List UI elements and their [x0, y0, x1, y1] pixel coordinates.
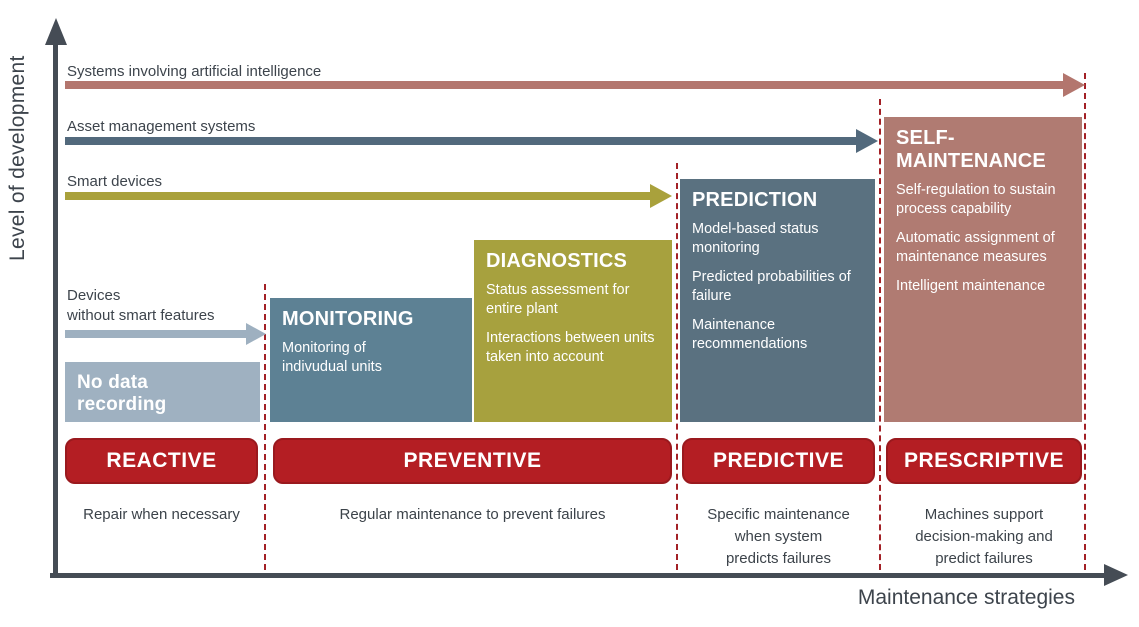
description-line: when system — [734, 527, 823, 545]
box-text: Monitoring of indivudual units — [282, 340, 382, 375]
description-line: predicts failures — [725, 549, 832, 567]
box-text: Self-regulation to sustain process capab… — [896, 182, 1056, 217]
y-axis-line — [53, 42, 58, 577]
y-axis-label: Level of development — [6, 55, 29, 261]
box-text: Model-based status monitoring — [692, 221, 819, 256]
box-self-maintenance: SELF-MAINTENANCE Self-regulation to sust… — [884, 117, 1082, 422]
box-text: Intelligent maintenance — [896, 278, 1046, 295]
box-text: Predicted probabilities of failure — [692, 269, 851, 304]
box-text: Status assessment for entire plant — [486, 282, 630, 317]
y-axis-arrowhead-icon — [45, 18, 67, 45]
description-line: Machines support — [924, 506, 1044, 523]
description-line: predict failures — [935, 549, 1033, 567]
x-axis-arrowhead-icon — [1104, 564, 1128, 586]
asset-arrow-shaft — [65, 137, 856, 145]
smart-devices-arrow-label: Smart devices — [67, 173, 163, 190]
x-axis-line — [50, 573, 1106, 578]
x-axis-label: Maintenance strategies — [857, 586, 1075, 609]
plain-devices-arrow-label-line1: Devices — [67, 287, 121, 304]
ai-arrow-label: Systems involving artificial intelligenc… — [67, 63, 322, 80]
description-line: Specific maintenance — [707, 506, 850, 523]
plain-devices-arrow-label-line2: without smart features — [67, 306, 215, 324]
box-title: SELF-MAINTENANCE — [896, 127, 1046, 172]
box-text: Interactions between units taken into ac… — [486, 330, 655, 365]
box-prediction: PREDICTION Model-based status monitoring… — [680, 179, 875, 422]
description-line: Repair when necessary — [83, 506, 240, 523]
strategy-reactive: REACTIVE — [65, 438, 258, 484]
smart-devices-arrow-head-icon — [650, 184, 672, 208]
box-title: PREDICTION — [692, 189, 818, 211]
strategy-description-reactive: Repair when necessary — [65, 504, 258, 526]
strategy-preventive: PREVENTIVE — [273, 438, 672, 484]
column-separator — [1084, 73, 1086, 570]
ai-arrow-shaft — [65, 81, 1063, 89]
strategy-description-predictive: Specific maintenance when system predict… — [682, 504, 875, 569]
ai-arrow-head-icon — [1063, 73, 1085, 97]
strategy-prescriptive: PRESCRIPTIVE — [886, 438, 1082, 484]
plain-devices-arrow-label: Devices without smart features — [67, 286, 215, 325]
description-line: decision-making and — [915, 527, 1053, 545]
column-separator — [879, 99, 881, 570]
column-separator — [264, 284, 266, 570]
description-line: Regular maintenance to prevent failures — [339, 506, 606, 523]
asset-arrow-label: Asset management systems — [67, 118, 256, 135]
box-text: Automatic assignment of maintenance meas… — [896, 230, 1055, 265]
box-no-data-recording: No data recording — [65, 362, 260, 422]
plain-devices-arrow-shaft — [65, 330, 246, 338]
plain-devices-arrow-head-icon — [246, 323, 266, 345]
strategy-description-preventive: Regular maintenance to prevent failures — [273, 504, 672, 526]
box-title: DIAGNOSTICS — [486, 250, 628, 272]
strategy-description-prescriptive: Machines support decision-making and pre… — [886, 504, 1082, 569]
box-title: No data recording — [77, 372, 167, 415]
box-monitoring: MONITORING Monitoring of indivudual unit… — [270, 298, 472, 422]
strategy-predictive: PREDICTIVE — [682, 438, 875, 484]
box-title: MONITORING — [282, 308, 414, 330]
box-text: Maintenance recommendations — [692, 317, 808, 352]
smart-devices-arrow-shaft — [65, 192, 650, 200]
box-diagnostics: DIAGNOSTICS Status assessment for entire… — [474, 240, 672, 422]
column-separator — [676, 163, 678, 570]
asset-arrow-head-icon — [856, 129, 878, 153]
